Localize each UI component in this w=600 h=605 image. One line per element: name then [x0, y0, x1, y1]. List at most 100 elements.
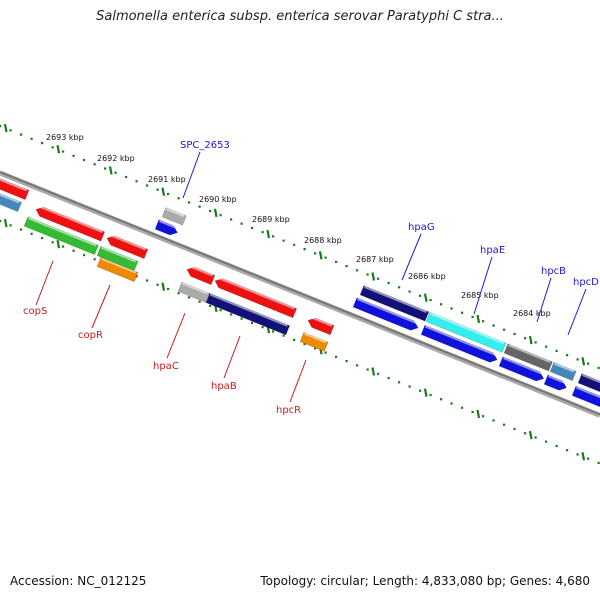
ruler-dot	[51, 146, 54, 149]
tick-label: 2689 kbp	[252, 215, 290, 224]
gene-feature-7	[96, 256, 139, 283]
ruler-dot	[314, 252, 317, 255]
ruler-dot	[41, 236, 44, 240]
ruler-dot	[93, 163, 96, 166]
ruler-major-tick	[423, 388, 428, 397]
gene-leader-line	[289, 359, 307, 403]
ruler-dot	[545, 440, 548, 443]
ruler-dot	[461, 406, 464, 409]
ruler-dot	[471, 315, 474, 319]
ruler-dot	[93, 258, 96, 261]
ruler-dot	[72, 154, 75, 157]
ruler-dot	[314, 347, 317, 350]
ruler-dot	[198, 300, 201, 303]
ruler-dot	[261, 231, 264, 234]
tick-label: 2688 kbp	[304, 236, 342, 245]
ruler-dot	[503, 328, 506, 331]
ruler-dot	[587, 362, 590, 365]
ruler-dot	[230, 313, 233, 316]
gene-feature-22	[498, 356, 545, 382]
ruler-dot	[104, 167, 107, 170]
ruler-dot	[555, 444, 558, 448]
ruler-dot	[177, 197, 180, 200]
gene-label-spc-2653: SPC_2653	[180, 140, 230, 151]
gene-label-hpcd: hpcD	[573, 277, 599, 288]
backbone-inner	[0, 171, 600, 416]
ruler-dot	[114, 171, 117, 174]
ruler-major-tick	[3, 218, 8, 228]
ruler-dot	[335, 355, 338, 358]
ruler-dot	[450, 402, 453, 405]
ruler-dot	[30, 232, 33, 235]
tick-label: 2686 kbp	[408, 272, 446, 281]
tick-label: 2684 kbp	[513, 309, 551, 318]
ruler-dot	[387, 281, 390, 285]
ruler-dot	[251, 226, 254, 230]
ruler-major-tick	[56, 240, 61, 249]
ruler-dot	[167, 287, 170, 291]
gene-leader-line	[473, 256, 493, 315]
ruler-major-tick	[108, 166, 113, 175]
gene-feature-6	[96, 245, 139, 272]
gene-feature-15	[299, 331, 329, 352]
gene-label-hpag: hpaG	[408, 222, 435, 233]
ruler-major-tick	[56, 145, 61, 154]
ruler-dot	[335, 260, 338, 263]
ruler-dot	[482, 320, 485, 323]
gene-leader-line	[401, 233, 422, 281]
gene-label-hpab: hpaB	[211, 381, 237, 392]
gene-leader-line	[91, 284, 111, 329]
map-title: Salmonella enterica subsp. enterica sero…	[96, 9, 504, 24]
gene-label-hpcb: hpcB	[541, 266, 566, 277]
ruler-dot	[167, 192, 170, 196]
tick-label: 2687 kbp	[356, 255, 394, 264]
ruler-major-tick	[213, 208, 218, 218]
ruler-major-tick	[371, 367, 376, 376]
gene-feature-8	[161, 207, 187, 226]
ruler-dot	[51, 241, 54, 244]
ruler-dot	[534, 436, 537, 439]
ruler-dot	[398, 381, 401, 384]
ruler-dot	[566, 354, 569, 357]
gene-feature-21	[549, 361, 577, 382]
tick-label: 2690 kbp	[199, 195, 237, 204]
ruler-dot	[198, 205, 201, 208]
ruler-major-tick	[161, 282, 166, 291]
ruler-dot	[324, 351, 327, 354]
ruler-dot	[450, 307, 453, 310]
gene-feature-5	[23, 216, 99, 255]
ruler-dot	[356, 364, 359, 367]
ruler-dot	[83, 253, 86, 257]
gene-label-hpae: hpaE	[480, 245, 505, 256]
ruler-dot	[20, 228, 23, 231]
ruler-dot	[41, 141, 44, 145]
ruler-dot	[209, 304, 212, 308]
ruler-dot	[408, 290, 411, 293]
ruler-dot	[440, 398, 443, 401]
ruler-dot	[135, 275, 138, 278]
ruler-dot	[503, 423, 506, 426]
ruler-dot	[72, 249, 75, 252]
ruler-lower	[0, 218, 600, 464]
ruler-dot	[9, 129, 12, 132]
ruler-dot	[293, 338, 296, 341]
gene-leader-line	[223, 335, 241, 379]
gene-features	[0, 175, 600, 408]
ruler-upper	[0, 123, 600, 369]
gene-feature-19	[420, 324, 498, 363]
gene-feature-12	[177, 281, 211, 303]
ruler-dot	[461, 311, 464, 314]
ruler-dot	[492, 324, 495, 327]
ruler-dot	[303, 343, 306, 346]
gene-leader-line	[166, 312, 186, 359]
ruler-major-tick	[581, 357, 586, 366]
backbone-line	[0, 170, 600, 418]
gene-leader-line	[536, 277, 552, 323]
ruler-dot	[366, 368, 369, 371]
gene-feature-2	[0, 190, 22, 212]
ruler-major-tick	[476, 314, 481, 324]
ruler-dot	[125, 175, 128, 179]
gene-feature-24	[577, 373, 600, 395]
ruler-dot	[240, 317, 243, 320]
